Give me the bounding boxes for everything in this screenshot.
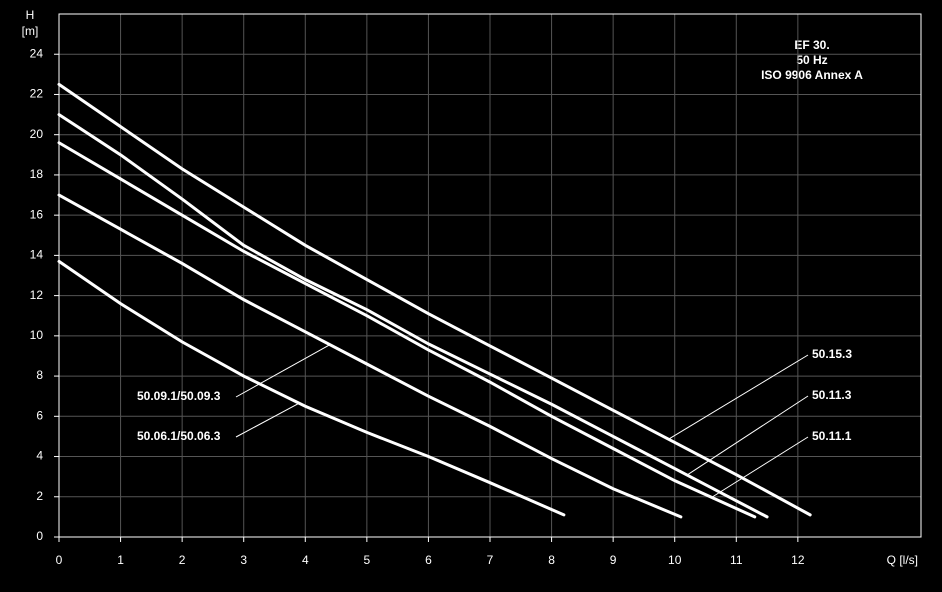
curve — [57, 259, 566, 517]
x-tick-label: 8 — [548, 553, 555, 567]
y-tick-label: 22 — [30, 87, 44, 101]
curve-label: 50.11.1 — [812, 429, 852, 443]
x-tick-label: 1 — [117, 553, 124, 567]
y-tick-label: 10 — [30, 328, 44, 342]
x-tick-label: 11 — [730, 553, 743, 567]
curve — [57, 113, 769, 519]
y-tick-label: 8 — [36, 368, 43, 382]
curve — [57, 82, 812, 517]
y-tick-label: 0 — [36, 529, 43, 543]
x-tick-label: 10 — [668, 553, 682, 567]
y-tick-label: 6 — [36, 408, 43, 422]
y-axis-label: H — [26, 8, 35, 22]
y-tick-label: 20 — [30, 127, 44, 141]
curve — [57, 141, 757, 519]
curve-label: 50.09.1/50.09.3 — [137, 389, 221, 403]
y-tick-label: 14 — [30, 248, 44, 262]
x-axis-label: Q [l/s] — [887, 553, 918, 567]
curve-label: 50.06.1/50.06.3 — [137, 429, 221, 443]
x-tick-label: 9 — [610, 553, 617, 567]
leader-line — [686, 395, 809, 476]
x-tick-label: 3 — [240, 553, 247, 567]
annotation: EF 30. — [794, 38, 829, 52]
annotation: 50 Hz — [796, 53, 827, 67]
curve-label: 50.11.3 — [812, 388, 852, 402]
curve — [57, 193, 683, 519]
x-tick-label: 7 — [487, 553, 494, 567]
x-tick-label: 12 — [791, 553, 805, 567]
y-tick-label: 18 — [30, 167, 44, 181]
y-tick-label: 24 — [30, 46, 44, 60]
x-tick-label: 2 — [179, 553, 186, 567]
y-tick-label: 4 — [36, 449, 43, 463]
x-tick-label: 0 — [56, 553, 63, 567]
annotation: ISO 9906 Annex A — [761, 68, 863, 82]
leader-line — [711, 436, 809, 498]
plot-frame — [58, 13, 922, 538]
y-tick-label: 2 — [36, 489, 43, 503]
x-tick-label: 4 — [302, 553, 309, 567]
leader-line — [235, 344, 331, 398]
y-tick-label: 16 — [30, 207, 44, 221]
curve-label: 50.15.3 — [812, 347, 852, 361]
leader-line — [668, 354, 809, 440]
x-tick-label: 5 — [364, 553, 371, 567]
x-tick-label: 6 — [425, 553, 432, 567]
leader-line — [235, 402, 300, 438]
y-axis-unit: [m] — [22, 24, 39, 38]
y-tick-label: 12 — [30, 288, 44, 302]
